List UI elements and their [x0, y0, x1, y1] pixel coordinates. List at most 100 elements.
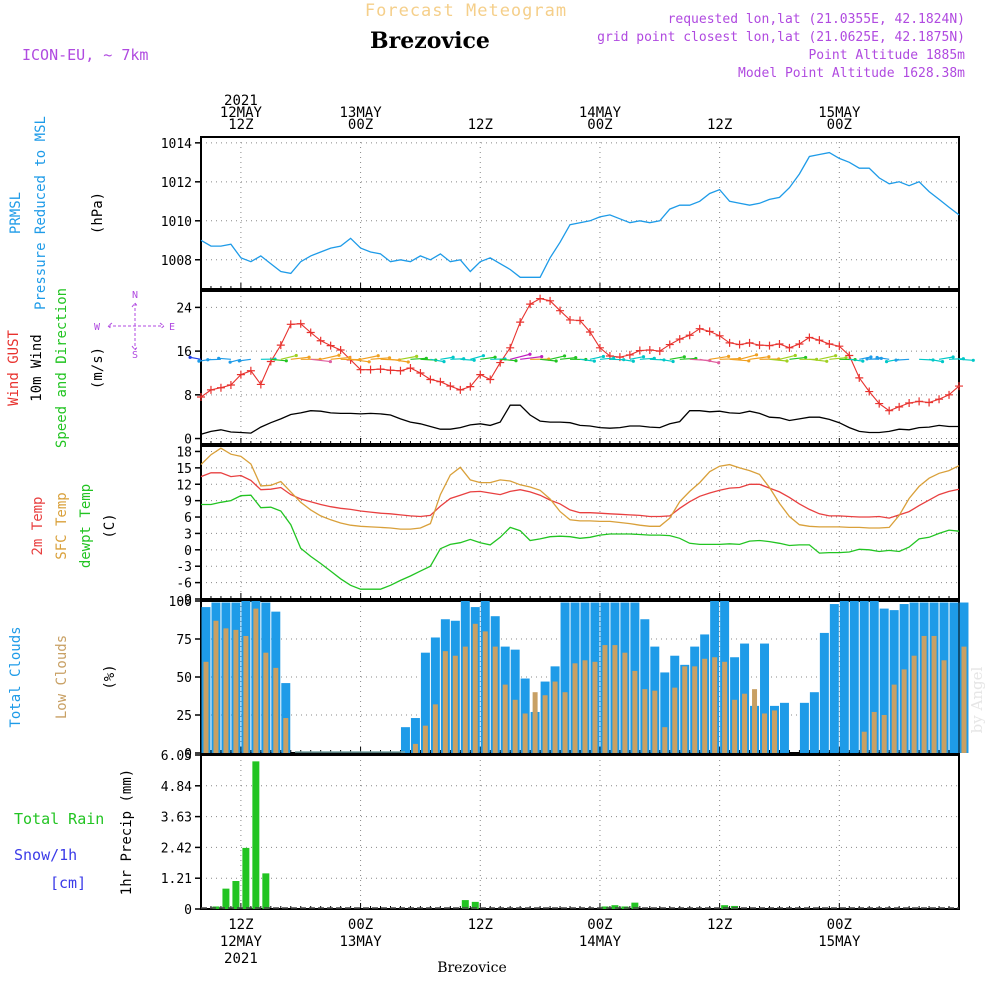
gust-marker: [496, 358, 505, 367]
gust-marker: [745, 338, 754, 347]
wind-arrow: [310, 358, 331, 363]
low-cloud-bar: [592, 661, 598, 753]
low-cloud-bar: [253, 608, 259, 753]
wind-arrow-head: [562, 354, 567, 358]
top-time-label: 12Z: [468, 117, 493, 133]
wind-arrow: [877, 356, 890, 360]
low-cloud-bar: [213, 620, 219, 753]
wind-arrow-head: [682, 355, 686, 359]
gust-marker: [486, 375, 495, 384]
compass-s: S: [132, 350, 138, 361]
low-cloud-bar: [582, 660, 588, 753]
panel-frame: [200, 136, 960, 290]
wind-arrow-head: [671, 359, 675, 364]
gust-marker: [915, 397, 924, 406]
requested-coords: requested lon,lat (21.0355E, 42.1824N): [668, 12, 965, 27]
wind-arrow-head: [197, 359, 201, 363]
temp-label: SFC Temp: [54, 492, 70, 559]
wind-arrow-head: [641, 355, 646, 359]
wind-arrow-head: [717, 361, 721, 365]
gust-marker: [635, 346, 644, 355]
pressure-line: [200, 151, 960, 278]
gust-marker: [296, 319, 305, 328]
low-cloud-bar: [652, 690, 658, 753]
gust-marker: [286, 320, 295, 329]
grid-point-coords: grid point closest lon,lat (21.0625E, 42…: [597, 30, 965, 45]
gust-marker: [595, 343, 604, 352]
wind-arrow-head: [844, 356, 848, 360]
wind-arrow: [589, 355, 604, 360]
bottom-time-label: 00Z: [348, 917, 373, 933]
wind-arrow-head: [307, 355, 311, 359]
low-cloud-bar: [472, 623, 478, 753]
wind-label: 10m Wind: [29, 334, 45, 401]
cloud-unit: (%): [102, 664, 118, 689]
low-cloud-bar: [562, 692, 568, 753]
total-cloud-bar: [799, 702, 809, 753]
gust-marker: [546, 296, 555, 305]
wind-arrow-head: [481, 354, 486, 358]
wind-arrow: [470, 355, 484, 360]
wind-arrow: [709, 355, 729, 360]
wind-arrow: [280, 354, 297, 360]
wind-arrow: [320, 354, 340, 360]
low-cloud-bar: [891, 684, 897, 753]
wind-arrow: [360, 355, 379, 360]
wind-arrow-head: [348, 355, 352, 360]
gust-marker: [845, 351, 854, 360]
wind-arrow-head: [592, 359, 596, 363]
bottom-time-label: 15MAY: [818, 934, 861, 950]
low-cloud-bar: [612, 645, 618, 753]
total-cloud-bar: [809, 692, 819, 753]
wind-arrow: [239, 358, 251, 362]
ytick-label: -6: [176, 577, 192, 592]
low-cloud-bar: [931, 635, 937, 753]
low-cloud-bar: [672, 687, 678, 753]
wind-arrow-head: [376, 354, 380, 358]
gust-marker: [795, 340, 804, 349]
wind-arrow-head: [825, 359, 829, 363]
ytick-label: 3.63: [161, 811, 192, 826]
wind-arrow-head: [367, 360, 371, 364]
wind-arrow-head: [861, 359, 865, 363]
ytick-label: 100: [169, 595, 192, 610]
wind-arrow-head: [804, 355, 808, 360]
gust-marker: [536, 294, 545, 303]
wind-arrow: [739, 354, 757, 360]
low-cloud-bar: [273, 667, 279, 753]
wind-arrow-head: [554, 359, 558, 363]
rain-bar: [252, 761, 260, 909]
ytick-label: 0: [184, 747, 192, 762]
temp-line-1: [200, 447, 960, 530]
rain-bar: [242, 847, 250, 909]
gust-marker: [426, 375, 435, 384]
low-cloud-bar: [861, 731, 867, 753]
panel-wind: 0 8 16 24 N S W E Wind GUST 10m Wind Speed and Dir…: [6, 288, 975, 448]
low-cloud-bar: [752, 689, 758, 753]
wind-arrow-head: [528, 352, 532, 356]
low-cloud-bar: [462, 646, 468, 753]
bottom-time-label: 14MAY: [579, 934, 622, 950]
temp-label: dewpt Temp: [78, 484, 94, 568]
wind-arrow: [779, 354, 796, 360]
ytick-label: -9: [176, 593, 192, 608]
wind-arrow: [520, 356, 542, 360]
wind-arrow-head: [337, 353, 341, 357]
gust-marker: [326, 341, 335, 350]
low-cloud-bar: [512, 699, 518, 753]
bottom-time-label: 2021: [224, 951, 258, 967]
wind-arrow-head: [834, 354, 838, 358]
low-cloud-bar: [941, 660, 947, 753]
ytick-label: 1008: [161, 254, 192, 269]
low-cloud-bar: [602, 645, 608, 753]
gust-marker: [815, 336, 824, 345]
wind-arrow-head: [971, 358, 975, 362]
wind-arrow-head: [793, 353, 797, 358]
panel-frame: [200, 754, 960, 910]
gust-marker: [306, 328, 315, 337]
ytick-label: -3: [176, 560, 192, 575]
wind-arrow: [370, 357, 390, 360]
low-cloud-bar: [552, 681, 558, 753]
watermark: by Angel: [968, 666, 986, 733]
